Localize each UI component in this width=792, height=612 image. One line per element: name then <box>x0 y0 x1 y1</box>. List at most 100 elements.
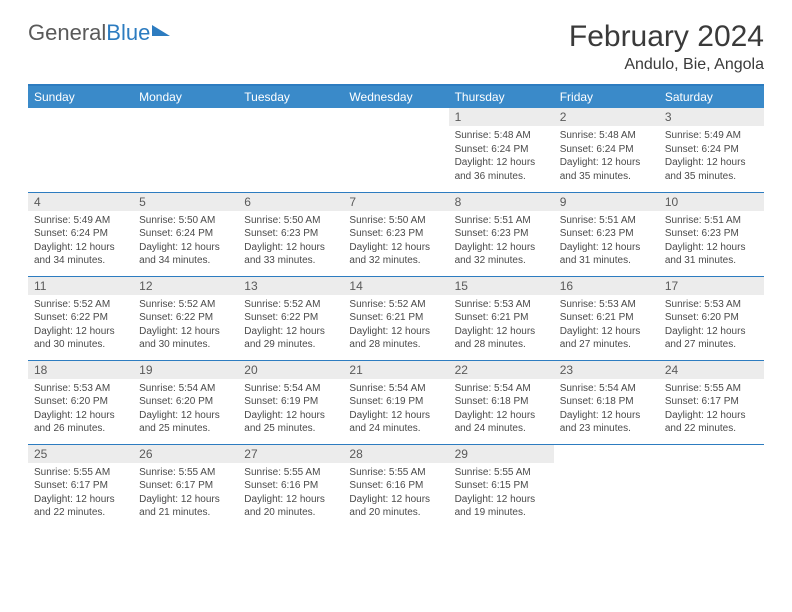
day-details: Sunrise: 5:55 AMSunset: 6:15 PMDaylight:… <box>449 463 554 526</box>
day-details: Sunrise: 5:53 AMSunset: 6:21 PMDaylight:… <box>554 295 659 358</box>
day-number: 20 <box>238 361 343 379</box>
day-number: 17 <box>659 277 764 295</box>
day-details: Sunrise: 5:55 AMSunset: 6:16 PMDaylight:… <box>238 463 343 526</box>
calendar-cell: 28Sunrise: 5:55 AMSunset: 6:16 PMDayligh… <box>343 444 448 528</box>
calendar-cell: 27Sunrise: 5:55 AMSunset: 6:16 PMDayligh… <box>238 444 343 528</box>
day-number: 9 <box>554 193 659 211</box>
calendar-cell: 1Sunrise: 5:48 AMSunset: 6:24 PMDaylight… <box>449 108 554 192</box>
day-details: Sunrise: 5:55 AMSunset: 6:16 PMDaylight:… <box>343 463 448 526</box>
day-number: 21 <box>343 361 448 379</box>
calendar-cell <box>554 444 659 528</box>
calendar-cell: 24Sunrise: 5:55 AMSunset: 6:17 PMDayligh… <box>659 360 764 444</box>
calendar-cell: 29Sunrise: 5:55 AMSunset: 6:15 PMDayligh… <box>449 444 554 528</box>
calendar-cell: 4Sunrise: 5:49 AMSunset: 6:24 PMDaylight… <box>28 192 133 276</box>
day-details: Sunrise: 5:50 AMSunset: 6:23 PMDaylight:… <box>238 211 343 274</box>
day-details: Sunrise: 5:54 AMSunset: 6:20 PMDaylight:… <box>133 379 238 442</box>
weekday-header: Friday <box>554 85 659 108</box>
day-details: Sunrise: 5:54 AMSunset: 6:19 PMDaylight:… <box>343 379 448 442</box>
calendar-cell: 7Sunrise: 5:50 AMSunset: 6:23 PMDaylight… <box>343 192 448 276</box>
calendar-row: 4Sunrise: 5:49 AMSunset: 6:24 PMDaylight… <box>28 192 764 276</box>
calendar-cell: 20Sunrise: 5:54 AMSunset: 6:19 PMDayligh… <box>238 360 343 444</box>
day-details: Sunrise: 5:51 AMSunset: 6:23 PMDaylight:… <box>659 211 764 274</box>
day-number: 19 <box>133 361 238 379</box>
day-number: 3 <box>659 108 764 126</box>
day-number: 15 <box>449 277 554 295</box>
day-number: 28 <box>343 445 448 463</box>
weekday-header: Tuesday <box>238 85 343 108</box>
day-number: 27 <box>238 445 343 463</box>
day-number: 1 <box>449 108 554 126</box>
calendar-cell: 10Sunrise: 5:51 AMSunset: 6:23 PMDayligh… <box>659 192 764 276</box>
day-details: Sunrise: 5:49 AMSunset: 6:24 PMDaylight:… <box>28 211 133 274</box>
day-number: 24 <box>659 361 764 379</box>
day-number: 29 <box>449 445 554 463</box>
calendar-row: 25Sunrise: 5:55 AMSunset: 6:17 PMDayligh… <box>28 444 764 528</box>
day-details: Sunrise: 5:51 AMSunset: 6:23 PMDaylight:… <box>449 211 554 274</box>
day-number: 14 <box>343 277 448 295</box>
logo-triangle-icon <box>152 25 170 36</box>
day-number: 6 <box>238 193 343 211</box>
day-details: Sunrise: 5:55 AMSunset: 6:17 PMDaylight:… <box>28 463 133 526</box>
day-details: Sunrise: 5:53 AMSunset: 6:21 PMDaylight:… <box>449 295 554 358</box>
logo: GeneralBlue <box>28 20 170 46</box>
calendar-cell <box>659 444 764 528</box>
day-details: Sunrise: 5:54 AMSunset: 6:18 PMDaylight:… <box>449 379 554 442</box>
title-block: February 2024 Andulo, Bie, Angola <box>569 20 764 74</box>
day-details: Sunrise: 5:53 AMSunset: 6:20 PMDaylight:… <box>659 295 764 358</box>
day-number: 18 <box>28 361 133 379</box>
calendar-cell: 15Sunrise: 5:53 AMSunset: 6:21 PMDayligh… <box>449 276 554 360</box>
calendar-cell: 22Sunrise: 5:54 AMSunset: 6:18 PMDayligh… <box>449 360 554 444</box>
calendar-row: 11Sunrise: 5:52 AMSunset: 6:22 PMDayligh… <box>28 276 764 360</box>
calendar-cell: 2Sunrise: 5:48 AMSunset: 6:24 PMDaylight… <box>554 108 659 192</box>
logo-text-1: General <box>28 20 106 46</box>
calendar-row: 18Sunrise: 5:53 AMSunset: 6:20 PMDayligh… <box>28 360 764 444</box>
calendar-cell: 8Sunrise: 5:51 AMSunset: 6:23 PMDaylight… <box>449 192 554 276</box>
day-details: Sunrise: 5:55 AMSunset: 6:17 PMDaylight:… <box>659 379 764 442</box>
calendar-cell: 26Sunrise: 5:55 AMSunset: 6:17 PMDayligh… <box>133 444 238 528</box>
day-number: 5 <box>133 193 238 211</box>
day-details: Sunrise: 5:48 AMSunset: 6:24 PMDaylight:… <box>449 126 554 189</box>
calendar-cell: 21Sunrise: 5:54 AMSunset: 6:19 PMDayligh… <box>343 360 448 444</box>
day-details: Sunrise: 5:55 AMSunset: 6:17 PMDaylight:… <box>133 463 238 526</box>
calendar-cell: 5Sunrise: 5:50 AMSunset: 6:24 PMDaylight… <box>133 192 238 276</box>
calendar-cell: 12Sunrise: 5:52 AMSunset: 6:22 PMDayligh… <box>133 276 238 360</box>
day-details: Sunrise: 5:48 AMSunset: 6:24 PMDaylight:… <box>554 126 659 189</box>
weekday-header: Thursday <box>449 85 554 108</box>
day-number: 12 <box>133 277 238 295</box>
day-details: Sunrise: 5:52 AMSunset: 6:22 PMDaylight:… <box>238 295 343 358</box>
day-number: 4 <box>28 193 133 211</box>
calendar-row: 1Sunrise: 5:48 AMSunset: 6:24 PMDaylight… <box>28 108 764 192</box>
day-details: Sunrise: 5:52 AMSunset: 6:22 PMDaylight:… <box>133 295 238 358</box>
calendar-cell <box>133 108 238 192</box>
calendar-cell: 9Sunrise: 5:51 AMSunset: 6:23 PMDaylight… <box>554 192 659 276</box>
calendar-head: SundayMondayTuesdayWednesdayThursdayFrid… <box>28 85 764 108</box>
calendar-cell: 11Sunrise: 5:52 AMSunset: 6:22 PMDayligh… <box>28 276 133 360</box>
day-number: 8 <box>449 193 554 211</box>
day-details: Sunrise: 5:54 AMSunset: 6:19 PMDaylight:… <box>238 379 343 442</box>
logo-text-2: Blue <box>106 20 150 46</box>
day-details: Sunrise: 5:50 AMSunset: 6:24 PMDaylight:… <box>133 211 238 274</box>
calendar-cell: 16Sunrise: 5:53 AMSunset: 6:21 PMDayligh… <box>554 276 659 360</box>
weekday-header: Saturday <box>659 85 764 108</box>
calendar-cell: 3Sunrise: 5:49 AMSunset: 6:24 PMDaylight… <box>659 108 764 192</box>
day-number: 26 <box>133 445 238 463</box>
day-details: Sunrise: 5:52 AMSunset: 6:22 PMDaylight:… <box>28 295 133 358</box>
day-number: 13 <box>238 277 343 295</box>
calendar-cell <box>238 108 343 192</box>
calendar-cell: 6Sunrise: 5:50 AMSunset: 6:23 PMDaylight… <box>238 192 343 276</box>
day-number: 2 <box>554 108 659 126</box>
calendar-cell <box>343 108 448 192</box>
day-number: 10 <box>659 193 764 211</box>
day-number: 25 <box>28 445 133 463</box>
weekday-header: Wednesday <box>343 85 448 108</box>
day-details: Sunrise: 5:51 AMSunset: 6:23 PMDaylight:… <box>554 211 659 274</box>
calendar-cell: 23Sunrise: 5:54 AMSunset: 6:18 PMDayligh… <box>554 360 659 444</box>
day-details: Sunrise: 5:54 AMSunset: 6:18 PMDaylight:… <box>554 379 659 442</box>
weekday-header: Monday <box>133 85 238 108</box>
day-number: 23 <box>554 361 659 379</box>
day-details: Sunrise: 5:49 AMSunset: 6:24 PMDaylight:… <box>659 126 764 189</box>
calendar-cell: 25Sunrise: 5:55 AMSunset: 6:17 PMDayligh… <box>28 444 133 528</box>
day-details: Sunrise: 5:50 AMSunset: 6:23 PMDaylight:… <box>343 211 448 274</box>
calendar-cell <box>28 108 133 192</box>
page-title: February 2024 <box>569 20 764 54</box>
